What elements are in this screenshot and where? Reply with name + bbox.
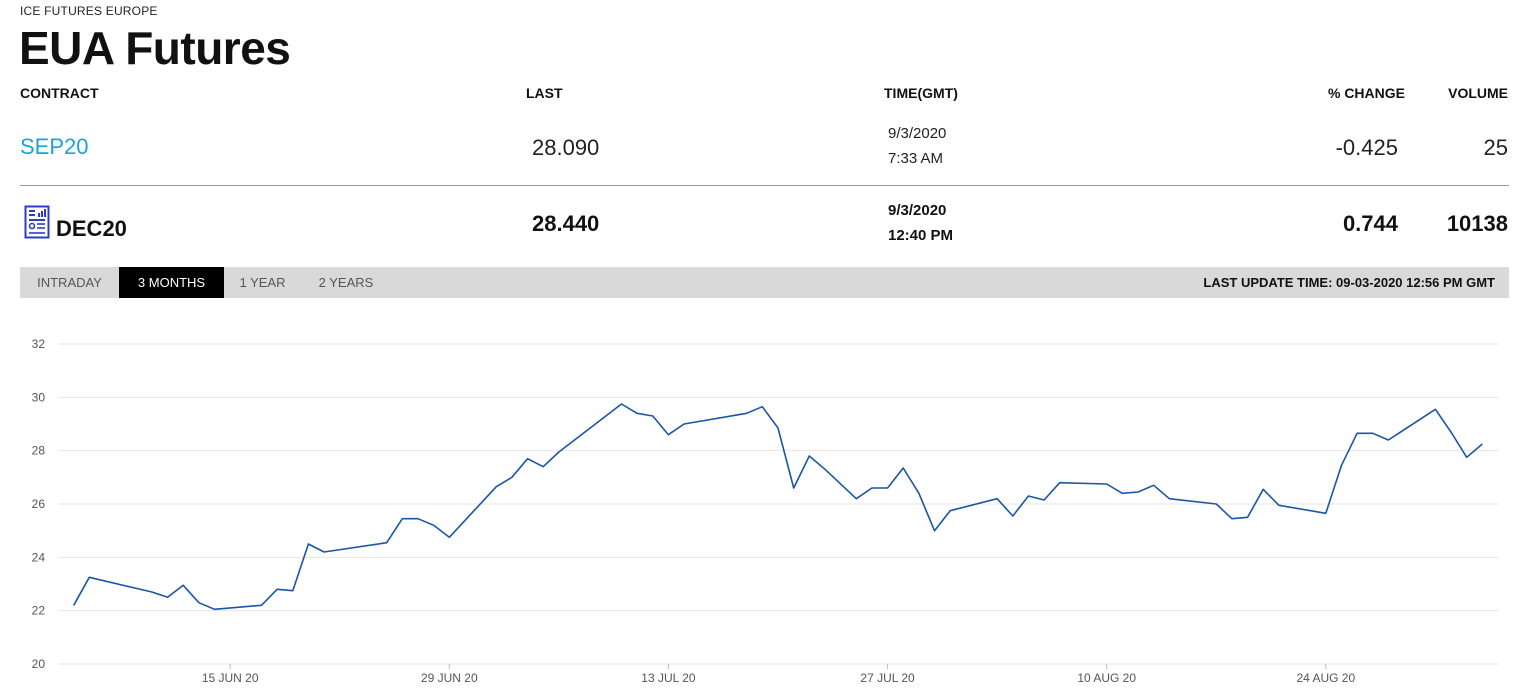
contract-link-sep20[interactable]: SEP20 [20,134,89,159]
tab-2-years[interactable]: 2 YEARS [318,275,374,290]
column-header-last: LAST [526,85,563,101]
x-tick-label: 13 JUL 20 [641,671,696,685]
trade-time: 12:40 PM [888,227,954,244]
column-header-time: TIME(GMT) [884,85,958,101]
report-icon[interactable] [24,205,50,239]
trade-time: 7:33 AM [888,150,944,167]
percent-change: -0.425 [1335,135,1398,160]
last-price: 28.440 [532,211,600,236]
y-tick-label: 24 [32,550,46,564]
y-tick-label: 26 [32,497,46,511]
price-chart: 20 22 24 26 28 30 32 15 JUN 20 29 JUN 20 13 JUL … [32,337,1498,685]
trade-date: 9/3/2020 [888,202,947,219]
x-tick-label: 10 AUG 20 [1077,671,1136,685]
percent-change: 0.744 [1342,211,1398,236]
row-divider [20,185,1509,186]
y-tick-label: 22 [32,604,46,618]
y-tick-label: 28 [32,444,46,458]
x-tick-label: 27 JUL 20 [860,671,915,685]
y-tick-label: 20 [32,657,46,671]
x-tick-label: 24 AUG 20 [1296,671,1355,685]
tab-1-year[interactable]: 1 YEAR [239,275,286,290]
last-price: 28.090 [532,135,600,160]
range-tab-bar: INTRADAY 3 MONTHS 1 YEAR 2 YEARS LAST UP… [20,267,1509,298]
price-series-line [73,403,1483,611]
volume: 25 [1483,135,1508,160]
tab-3-months[interactable]: 3 MONTHS [119,267,224,298]
contract-name-dec20: DEC20 [56,216,127,241]
page-title: EUA Futures [19,22,291,74]
trade-date: 9/3/2020 [888,125,947,142]
column-header-change: % CHANGE [1327,85,1405,101]
exchange-label: ICE FUTURES EUROPE [20,4,158,18]
x-tick-label: 15 JUN 20 [202,671,259,685]
last-update-time: LAST UPDATE TIME: 09-03-2020 12:56 PM GM… [1203,275,1495,290]
x-tick-label: 29 JUN 20 [421,671,478,685]
tab-intraday[interactable]: INTRADAY [37,275,102,290]
column-header-contract: CONTRACT [20,85,99,101]
y-tick-label: 30 [32,390,46,404]
column-header-volume: VOLUME [1448,85,1508,101]
y-tick-label: 32 [32,337,46,351]
volume: 10138 [1446,211,1508,236]
